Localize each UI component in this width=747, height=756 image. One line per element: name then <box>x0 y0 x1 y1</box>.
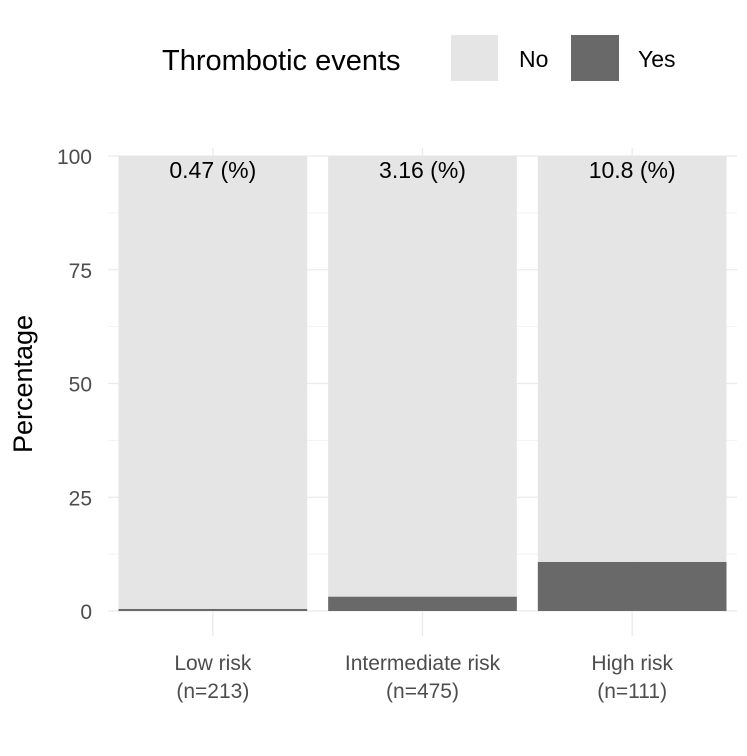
data-label: 10.8 (%) <box>589 157 676 183</box>
y-tick-label: 0 <box>80 601 92 624</box>
x-axis-ticks: Low risk (n=213) Intermediate risk (n=475) H… <box>174 652 673 703</box>
x-tick-label: High risk <box>591 652 673 675</box>
y-tick-label: 75 <box>69 260 92 283</box>
bar-segment-no <box>118 156 308 609</box>
y-axis-title: Percentage <box>8 315 38 453</box>
y-tick-label: 100 <box>57 146 92 169</box>
bar-segment-no <box>328 156 517 597</box>
x-tick-count: (n=213) <box>176 680 249 703</box>
bar-segment-yes <box>537 561 727 611</box>
legend-key-no <box>451 35 498 81</box>
legend: Thrombotic events No Yes <box>162 35 676 81</box>
data-label: 0.47 (%) <box>169 157 256 183</box>
x-tick-count: (n=111) <box>597 680 667 703</box>
legend-label-yes: Yes <box>638 46 676 72</box>
x-tick-count: (n=475) <box>386 680 459 703</box>
data-labels: 0.47 (%) 3.16 (%) 10.8 (%) <box>169 157 675 183</box>
legend-key-yes <box>571 35 619 81</box>
data-label: 3.16 (%) <box>379 157 466 183</box>
x-tick-label: Low risk <box>174 652 252 675</box>
y-tick-label: 25 <box>69 487 92 510</box>
legend-label-no: No <box>519 46 548 72</box>
bar-segment-no <box>537 156 727 562</box>
bar-layer <box>118 156 727 611</box>
y-axis-ticks: 0 25 50 75 100 <box>57 146 92 624</box>
legend-title: Thrombotic events <box>162 45 401 77</box>
bar-segment-yes <box>118 608 308 611</box>
x-tick-label: Intermediate risk <box>345 652 501 675</box>
bar-segment-yes <box>328 596 517 611</box>
y-tick-label: 50 <box>69 374 92 397</box>
